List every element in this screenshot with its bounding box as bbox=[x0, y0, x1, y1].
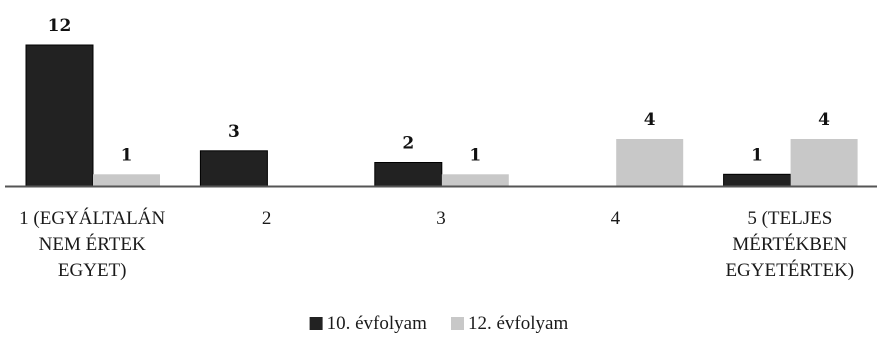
legend-label: 12. évfolyam bbox=[468, 313, 568, 334]
legend-swatch bbox=[451, 317, 464, 330]
bar-grade12-cat1 bbox=[93, 174, 160, 187]
x-tick-label: 4 bbox=[611, 208, 621, 229]
data-label: 3 bbox=[228, 122, 240, 142]
data-label: 2 bbox=[402, 134, 414, 154]
bar-grade10-cat3 bbox=[374, 162, 443, 187]
bar-grade12-cat4 bbox=[616, 139, 684, 186]
data-label: 1 bbox=[121, 145, 133, 165]
x-tick-label: 3 bbox=[436, 208, 446, 229]
x-tick-label: 1 (EGYÁLTALÁN NEM ÉRTEK EGYET) bbox=[19, 207, 165, 281]
bar-grade10-cat2 bbox=[199, 150, 268, 187]
data-label: 4 bbox=[644, 110, 656, 130]
x-tick-labels-group: 1 (EGYÁLTALÁN NEM ÉRTEK EGYET) 2 3 4 5 (TELJES… bbox=[19, 207, 854, 281]
data-labels-group: 12 3 2 1 1 1 4 4 bbox=[48, 16, 831, 165]
data-label: 12 bbox=[48, 16, 72, 36]
bar-grade12-cat3 bbox=[441, 174, 509, 187]
bars-group bbox=[25, 44, 858, 187]
legend-swatch bbox=[309, 317, 323, 330]
data-label: 1 bbox=[469, 145, 481, 165]
x-tick-label: 2 bbox=[262, 208, 272, 229]
data-label: 4 bbox=[818, 110, 830, 130]
bar-grade12-cat5 bbox=[790, 139, 858, 186]
legend-item: 12. évfolyam bbox=[451, 313, 568, 334]
legend-label: 10. évfolyam bbox=[327, 313, 427, 334]
bar-grade10-cat1 bbox=[25, 44, 94, 187]
data-label: 1 bbox=[751, 145, 763, 165]
bar-grade10-cat5 bbox=[723, 173, 792, 187]
legend: 10. évfolyam 12. évfolyam bbox=[309, 313, 568, 334]
legend-item: 10. évfolyam bbox=[309, 313, 427, 334]
x-tick-label: 5 (TELJES MÉRTÉKBEN EGYETÉRTEK) bbox=[725, 208, 854, 281]
